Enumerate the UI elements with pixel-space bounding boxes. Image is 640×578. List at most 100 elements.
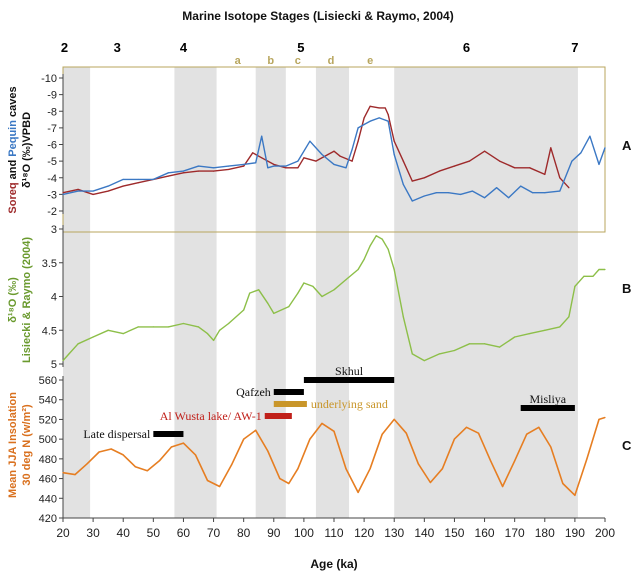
- y-tick-label: 500: [39, 434, 57, 446]
- data-point: [345, 468, 347, 470]
- data-point: [333, 150, 335, 152]
- shaded-band-1: [174, 67, 217, 518]
- data-point: [568, 316, 570, 318]
- data-point: [381, 433, 383, 435]
- data-point: [357, 268, 359, 271]
- data-point: [550, 147, 552, 149]
- data-point: [327, 153, 329, 156]
- data-point: [303, 282, 305, 284]
- data-point: [529, 333, 531, 335]
- x-axis-label: Age (ka): [310, 557, 357, 571]
- data-point: [465, 426, 468, 428]
- data-point: [288, 482, 290, 485]
- data-point: [526, 433, 528, 435]
- data-point: [62, 472, 64, 474]
- stage-label: 5: [297, 40, 304, 55]
- data-point: [387, 248, 389, 250]
- data-point: [182, 442, 185, 444]
- data-point: [345, 167, 347, 169]
- event-bar: [303, 377, 395, 383]
- data-point: [351, 148, 353, 151]
- data-point: [206, 333, 209, 335]
- panel-b-ylabel: δ¹⁸O (‰) Lisiecki & Raymo (2004): [7, 237, 33, 363]
- data-point: [393, 153, 395, 156]
- data-point: [152, 178, 154, 181]
- panel-a-series: [62, 105, 606, 202]
- data-point: [453, 349, 456, 352]
- data-point: [559, 177, 561, 179]
- data-point: [212, 339, 215, 341]
- data-point: [598, 418, 600, 421]
- data-point: [402, 183, 404, 185]
- data-point: [273, 165, 275, 167]
- data-point: [197, 165, 200, 167]
- y-tick-label: -2: [47, 206, 57, 218]
- data-point: [122, 178, 124, 181]
- y-tick-label: 440: [39, 493, 57, 505]
- data-point: [468, 343, 471, 345]
- data-point: [357, 127, 359, 129]
- data-point: [77, 188, 79, 190]
- data-point: [369, 105, 371, 107]
- data-point: [267, 302, 269, 304]
- data-point: [194, 454, 197, 456]
- panel-b-y-axis: 3 3.5 4 4.5 5: [42, 224, 64, 371]
- data-point: [369, 245, 371, 247]
- data-point: [333, 163, 335, 166]
- data-point: [453, 165, 456, 167]
- shaded-band-3: [315, 67, 350, 518]
- data-point: [167, 175, 169, 177]
- data-point: [381, 238, 383, 240]
- and-label: and: [7, 157, 19, 183]
- data-point: [459, 193, 462, 195]
- event-bar: [273, 401, 307, 407]
- x-tick-label: 50: [147, 526, 161, 540]
- data-point: [589, 135, 591, 137]
- x-tick-label: 190: [565, 526, 585, 540]
- data-point: [402, 160, 404, 162]
- data-point: [483, 150, 486, 152]
- panel-a: -10 -9 -8 -7 -6 -5 -4 -3 -2 A Soreq and Pequin c…: [7, 66, 632, 233]
- chart-title: Marine Isotope Stages (Lisiecki & Raymo,…: [182, 9, 453, 23]
- data-point: [559, 326, 561, 328]
- data-point: [297, 167, 299, 169]
- data-point: [598, 163, 600, 166]
- data-point: [574, 494, 576, 496]
- data-point: [170, 446, 172, 448]
- data-point: [574, 285, 576, 287]
- data-point: [363, 258, 365, 260]
- data-point: [532, 192, 534, 194]
- x-tick-label: 150: [444, 526, 464, 540]
- panel-c-ylabel-line2: 30 deg N (w/m²): [21, 404, 33, 486]
- data-point: [146, 470, 148, 472]
- y-tick-label: -6: [47, 140, 57, 152]
- data-point: [243, 438, 245, 440]
- panel-a-label: A: [622, 138, 632, 153]
- data-point: [218, 329, 221, 331]
- data-point: [255, 162, 257, 164]
- data-point: [499, 346, 501, 348]
- data-point: [417, 463, 419, 465]
- data-point: [378, 117, 380, 119]
- y-tick-label: -7: [47, 123, 57, 135]
- y-tick-label: -10: [41, 73, 57, 85]
- data-point: [471, 190, 474, 192]
- data-point: [333, 289, 335, 291]
- panel-b: 3 3.5 4 4.5 5 B δ¹⁸O (‰) Lisiecki & Raymo (2…: [7, 224, 631, 371]
- y-tick-label: 420: [39, 513, 57, 525]
- data-point: [297, 468, 299, 470]
- panel-c-label: C: [622, 438, 632, 453]
- data-point: [321, 422, 323, 424]
- data-point: [514, 460, 516, 462]
- data-point: [604, 268, 606, 271]
- data-point: [92, 336, 94, 338]
- data-point: [228, 168, 230, 171]
- stage-labels: 2 3 4 5 6 7: [61, 40, 579, 55]
- data-point: [152, 326, 154, 328]
- substage-label: a: [235, 55, 242, 67]
- data-point: [258, 289, 260, 291]
- data-point: [137, 326, 139, 328]
- x-tick-label: 130: [384, 526, 404, 540]
- data-point: [384, 107, 386, 109]
- data-point: [453, 438, 456, 440]
